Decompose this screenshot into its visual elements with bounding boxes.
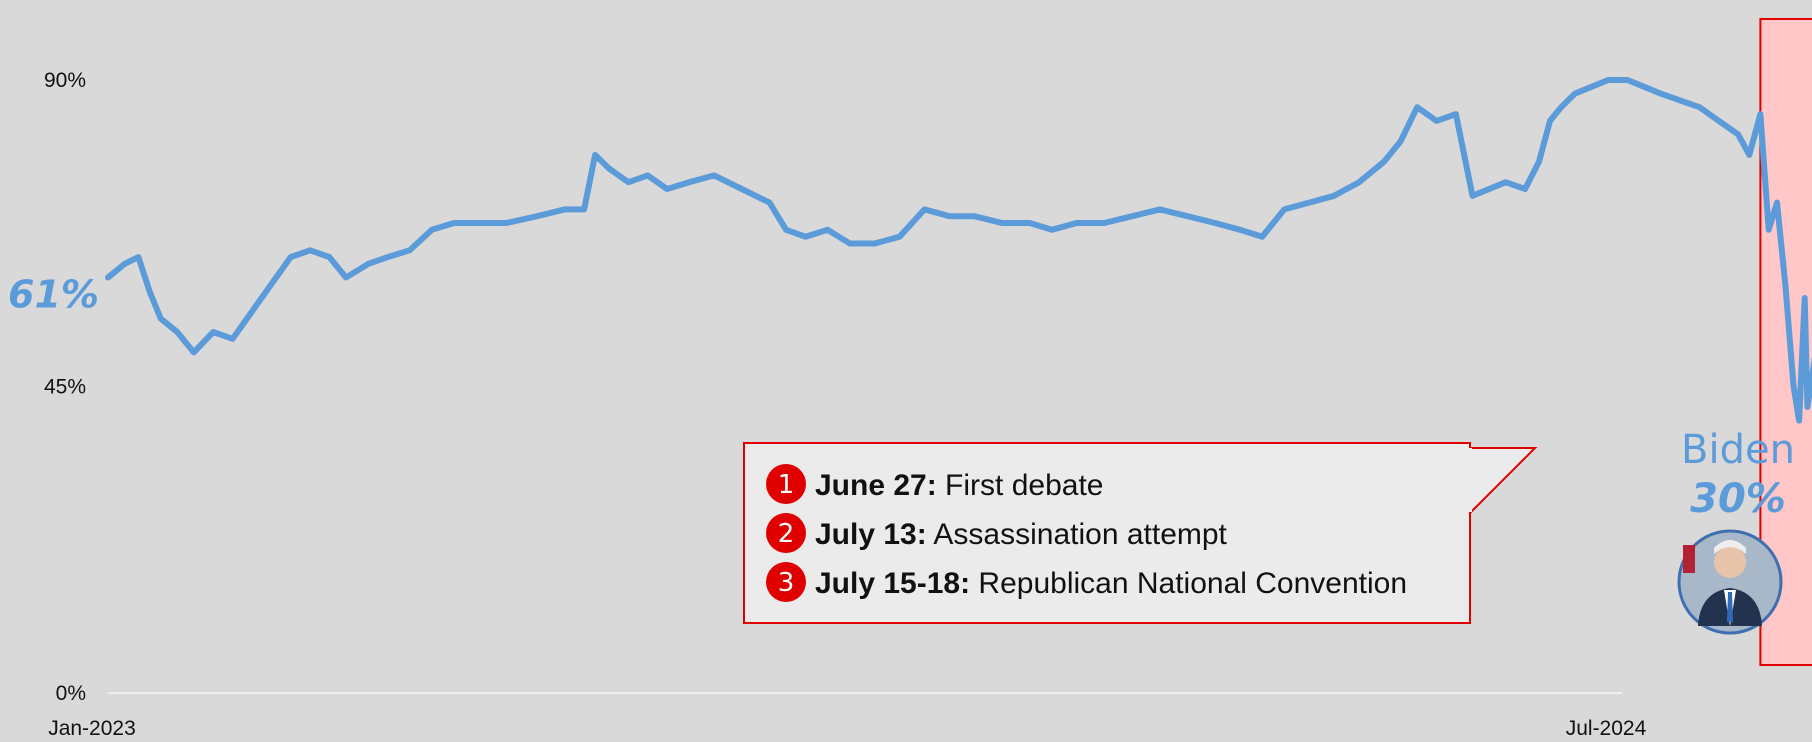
end-series-name: Biden	[1681, 427, 1795, 473]
end-series-value: 30%	[1690, 476, 1786, 522]
x-axis: Jan-2023 Jul-2024	[48, 717, 1646, 740]
callout-date: June 27:	[815, 469, 937, 502]
number-badge	[766, 513, 806, 553]
callout-text: June 27: First debate	[815, 469, 1103, 502]
y-tick-label: 0%	[56, 682, 86, 705]
event-callout: 1 June 27: First debate 2 July 13: Assassin…	[743, 442, 1538, 624]
callout-event: Republican National Convention	[970, 567, 1407, 600]
number-badge	[766, 562, 806, 602]
callout-item: 2 July 13: Assassination attempt	[766, 513, 1228, 553]
callout-text: July 13: Assassination attempt	[815, 518, 1228, 551]
y-axis: 0% 45% 90%	[44, 69, 86, 705]
series-line-biden	[105, 77, 1812, 424]
callout-item: 3 July 15-18: Republican National Convent…	[766, 562, 1407, 602]
biden-photo	[1677, 529, 1783, 635]
y-tick-label: 90%	[44, 69, 86, 92]
y-tick-label: 45%	[44, 376, 86, 399]
callout-event: First debate	[937, 469, 1104, 502]
callout-item: 1 June 27: First debate	[766, 464, 1103, 504]
callout-date: July 13:	[815, 518, 927, 551]
callout-event: Assassination attempt	[927, 518, 1228, 551]
callout-text: July 15-18: Republican National Conventi…	[815, 567, 1407, 600]
number-badge-label: 1	[778, 470, 795, 500]
x-tick-label: Jan-2023	[48, 717, 136, 740]
callout-date: July 15-18:	[815, 567, 970, 600]
start-value-label: 61%	[8, 273, 99, 317]
number-badge-label: 2	[778, 519, 795, 549]
number-badge-label: 3	[778, 568, 795, 598]
x-tick-label: Jul-2024	[1566, 717, 1647, 740]
number-badge	[766, 464, 806, 504]
